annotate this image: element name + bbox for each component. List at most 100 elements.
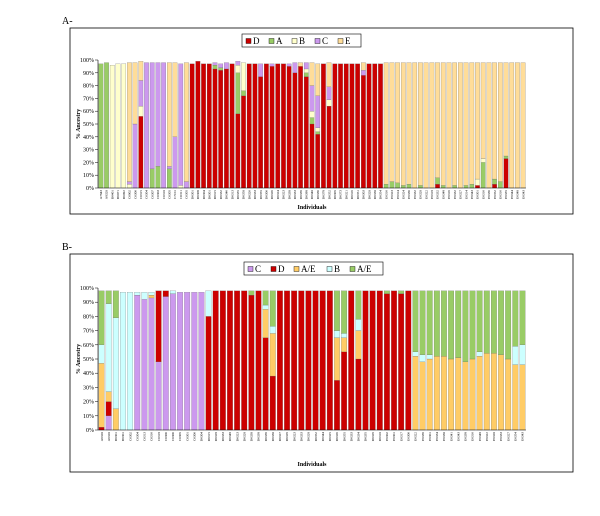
bar-segment-d bbox=[189, 63, 195, 189]
bar-segment-d bbox=[326, 290, 333, 431]
category-label: E6322 bbox=[414, 432, 418, 441]
category-label: D6373 bbox=[339, 190, 343, 200]
category-label: D6344 bbox=[321, 432, 325, 442]
bar-segment-d bbox=[269, 375, 276, 431]
bar-segment-e bbox=[497, 62, 503, 182]
category-label: D6330 bbox=[373, 190, 377, 200]
category-label: E6334 bbox=[435, 432, 439, 441]
legend-swatch bbox=[268, 38, 275, 44]
bar-segment-b bbox=[105, 303, 112, 392]
bar-segment-d bbox=[384, 293, 390, 431]
bar-segment-b bbox=[112, 317, 119, 409]
category-label: E6320 bbox=[492, 432, 496, 441]
bar-segment-a-e bbox=[505, 290, 512, 360]
bar-segment-b bbox=[98, 344, 105, 364]
bar-segment-d bbox=[195, 61, 201, 189]
bar-segment-e bbox=[167, 62, 172, 167]
bar-segment-c bbox=[269, 63, 275, 67]
category-label: B6092 bbox=[122, 190, 126, 199]
category-label: C6304 bbox=[145, 190, 149, 199]
bar-segment-e bbox=[435, 62, 440, 178]
category-label: E6317 bbox=[399, 432, 403, 441]
bar-segment-d bbox=[405, 290, 412, 431]
bar-segment-a-e bbox=[462, 290, 469, 362]
bar-segment-a-e bbox=[483, 290, 490, 354]
bar-segment-c bbox=[162, 296, 169, 431]
category-label: E6316 bbox=[481, 190, 485, 199]
category-label: D6336 bbox=[316, 190, 320, 200]
bar-segment-a bbox=[497, 181, 503, 189]
category-label: D6303 bbox=[362, 190, 366, 200]
bar-segment-d bbox=[218, 70, 224, 189]
bar-segment-a-e bbox=[419, 361, 426, 431]
bar-segment-b bbox=[480, 158, 486, 163]
category-label: D6340 bbox=[310, 190, 314, 200]
bar-segment-c bbox=[141, 299, 148, 431]
legend-label: B bbox=[334, 264, 340, 274]
bar-segment-b bbox=[426, 354, 433, 360]
category-label: D6329 bbox=[285, 432, 289, 442]
bar-segment-a bbox=[149, 168, 155, 189]
bar-segment-e bbox=[480, 62, 486, 159]
y-tick-label: 40% bbox=[83, 135, 94, 141]
category-label: C6311 bbox=[179, 190, 183, 199]
bar-segment-d bbox=[492, 184, 497, 189]
bar-segment-b bbox=[205, 290, 212, 317]
bar-segment-c bbox=[361, 70, 366, 76]
legend: C D A/E B A/E bbox=[243, 261, 384, 276]
bar-segment-d bbox=[235, 113, 241, 189]
y-tick-label: 50% bbox=[83, 122, 94, 128]
bar-segment-a-e bbox=[455, 290, 462, 358]
bar-segment-d bbox=[312, 290, 319, 431]
bar-segment-b bbox=[419, 354, 426, 362]
bar-segment-d bbox=[326, 105, 332, 189]
bar-segment-b bbox=[134, 292, 141, 296]
y-tick-label: 60% bbox=[83, 343, 94, 349]
bar-segment-d bbox=[258, 76, 263, 189]
category-label: E6316 bbox=[499, 190, 503, 199]
x-axis-title: Individuals bbox=[297, 462, 327, 468]
category-label: E6320 bbox=[419, 190, 423, 199]
category-label: E6344 bbox=[510, 190, 514, 199]
bar-segment-e bbox=[132, 62, 138, 125]
bar-segment-a-e bbox=[112, 408, 119, 431]
bar-segment-a-e bbox=[412, 290, 419, 352]
bar-segment-a bbox=[241, 90, 246, 96]
category-label: D6350 bbox=[242, 190, 246, 200]
bar-segment-a bbox=[480, 162, 486, 189]
category-label: D6316 bbox=[350, 190, 354, 200]
category-label: D6355 bbox=[259, 190, 263, 200]
category-label: C6303 bbox=[156, 190, 160, 199]
category-label: E6301 bbox=[476, 190, 480, 199]
bar-segment-a bbox=[315, 131, 321, 135]
bar-segment-a-e bbox=[269, 333, 276, 377]
category-label: C6306 bbox=[164, 432, 168, 441]
category-label: D6346 bbox=[225, 190, 229, 200]
category-label: E6318 bbox=[430, 190, 434, 199]
bar-segment-a-e bbox=[448, 290, 454, 360]
bar-segment-b bbox=[121, 63, 127, 189]
bar-segment-c bbox=[170, 293, 176, 431]
bar-segment-e bbox=[446, 62, 452, 189]
bar-segment-a-e bbox=[334, 290, 340, 331]
bar-segment-a bbox=[98, 63, 104, 189]
bar-segment-a bbox=[167, 168, 172, 189]
y-tick-label: 0% bbox=[86, 428, 94, 434]
bar-segment-b bbox=[309, 111, 315, 118]
bar-segment-a bbox=[452, 185, 457, 189]
category-label: C6306 bbox=[193, 432, 197, 441]
chart-frame bbox=[69, 253, 574, 473]
category-label: E6335 bbox=[504, 190, 508, 199]
bar-segment-a-e bbox=[355, 330, 362, 360]
bar-segment-d bbox=[241, 95, 246, 189]
y-tick-label: 10% bbox=[83, 414, 94, 420]
bar-segment-c bbox=[303, 62, 309, 70]
panel-label: A- bbox=[62, 16, 73, 27]
y-tick-label: 0% bbox=[86, 186, 94, 192]
bar-segment-e bbox=[469, 62, 475, 185]
bar-segment-e bbox=[127, 62, 132, 182]
bar-segment-c bbox=[161, 62, 166, 189]
legend-label: B bbox=[299, 36, 305, 46]
bar-segment-a bbox=[212, 65, 218, 70]
